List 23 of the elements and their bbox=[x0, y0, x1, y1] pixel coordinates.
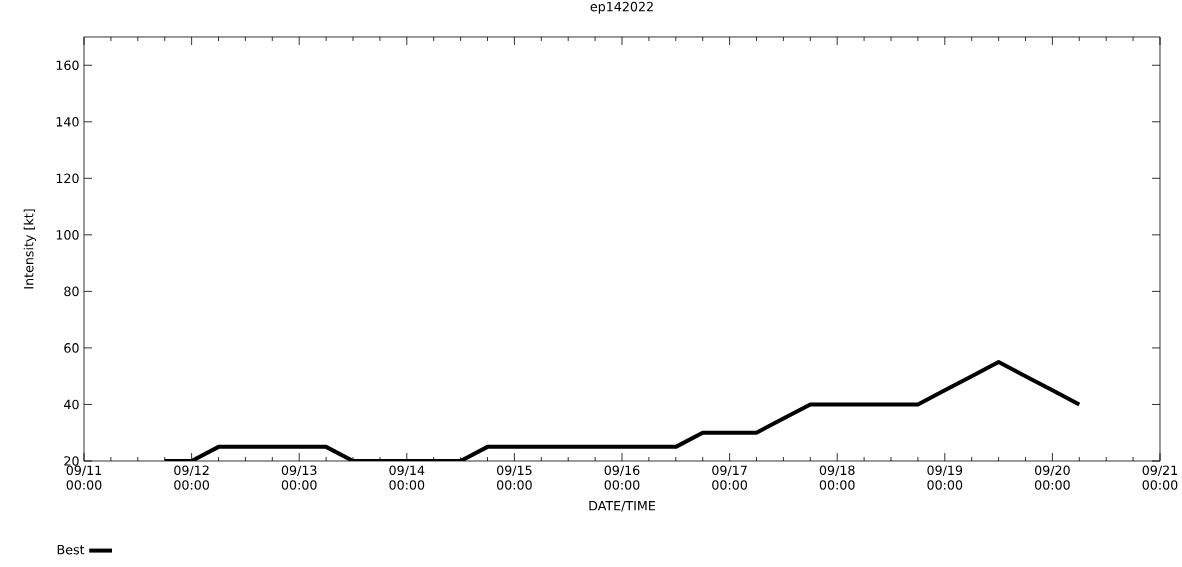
x-tick-label: 09/14 00:00 bbox=[389, 465, 425, 490]
x-tick-label: 09/17 00:00 bbox=[712, 465, 747, 490]
x-tick-label: 09/13 00:00 bbox=[281, 465, 317, 490]
y-tick-label: 140 bbox=[56, 116, 79, 127]
x-tick-label: 09/12 00:00 bbox=[174, 465, 210, 490]
legend-label: Best bbox=[57, 545, 85, 555]
y-tick-label: 40 bbox=[64, 399, 79, 410]
y-tick-label: 120 bbox=[56, 173, 79, 184]
y-tick-label: 80 bbox=[64, 286, 79, 297]
y-tick-label: 160 bbox=[56, 60, 79, 71]
x-tick-label: 09/16 00:00 bbox=[604, 465, 640, 490]
x-tick-label: 09/18 00:00 bbox=[819, 465, 855, 490]
chart-title: ep142022 bbox=[590, 1, 653, 14]
x-axis-title: DATE/TIME bbox=[589, 501, 656, 512]
x-tick-label: 09/11 00:00 bbox=[66, 465, 102, 490]
x-tick-label: 09/19 00:00 bbox=[927, 465, 963, 490]
y-tick-label: 20 bbox=[64, 456, 79, 466]
x-tick-label: 09/20 00:00 bbox=[1034, 465, 1070, 490]
x-tick-label: 09/15 00:00 bbox=[496, 465, 532, 490]
y-tick-label: 100 bbox=[56, 230, 79, 240]
y-tick-label: 60 bbox=[64, 343, 79, 353]
x-tick-label: 09/21 00:00 bbox=[1142, 465, 1178, 490]
y-axis-title: Intensity [kt] bbox=[23, 209, 36, 289]
